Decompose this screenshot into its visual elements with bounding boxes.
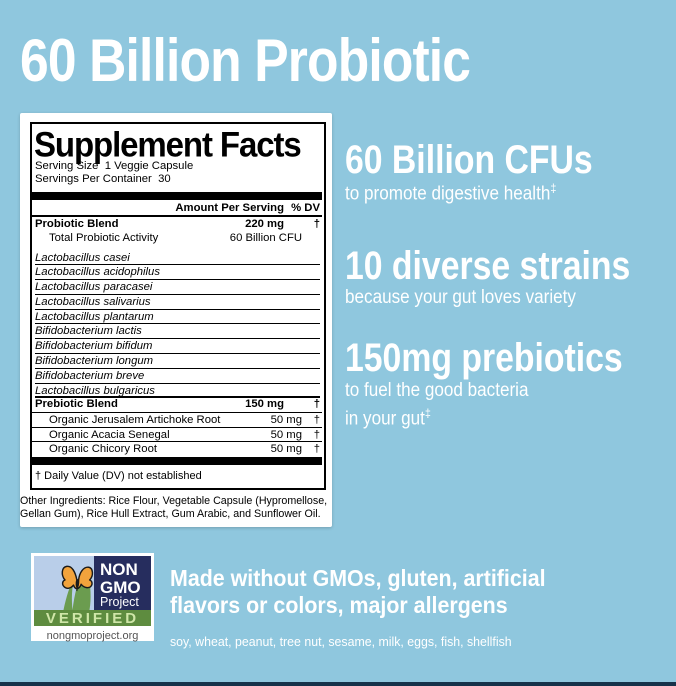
svg-text:Project: Project	[100, 595, 139, 609]
svg-text:NON: NON	[100, 560, 138, 579]
